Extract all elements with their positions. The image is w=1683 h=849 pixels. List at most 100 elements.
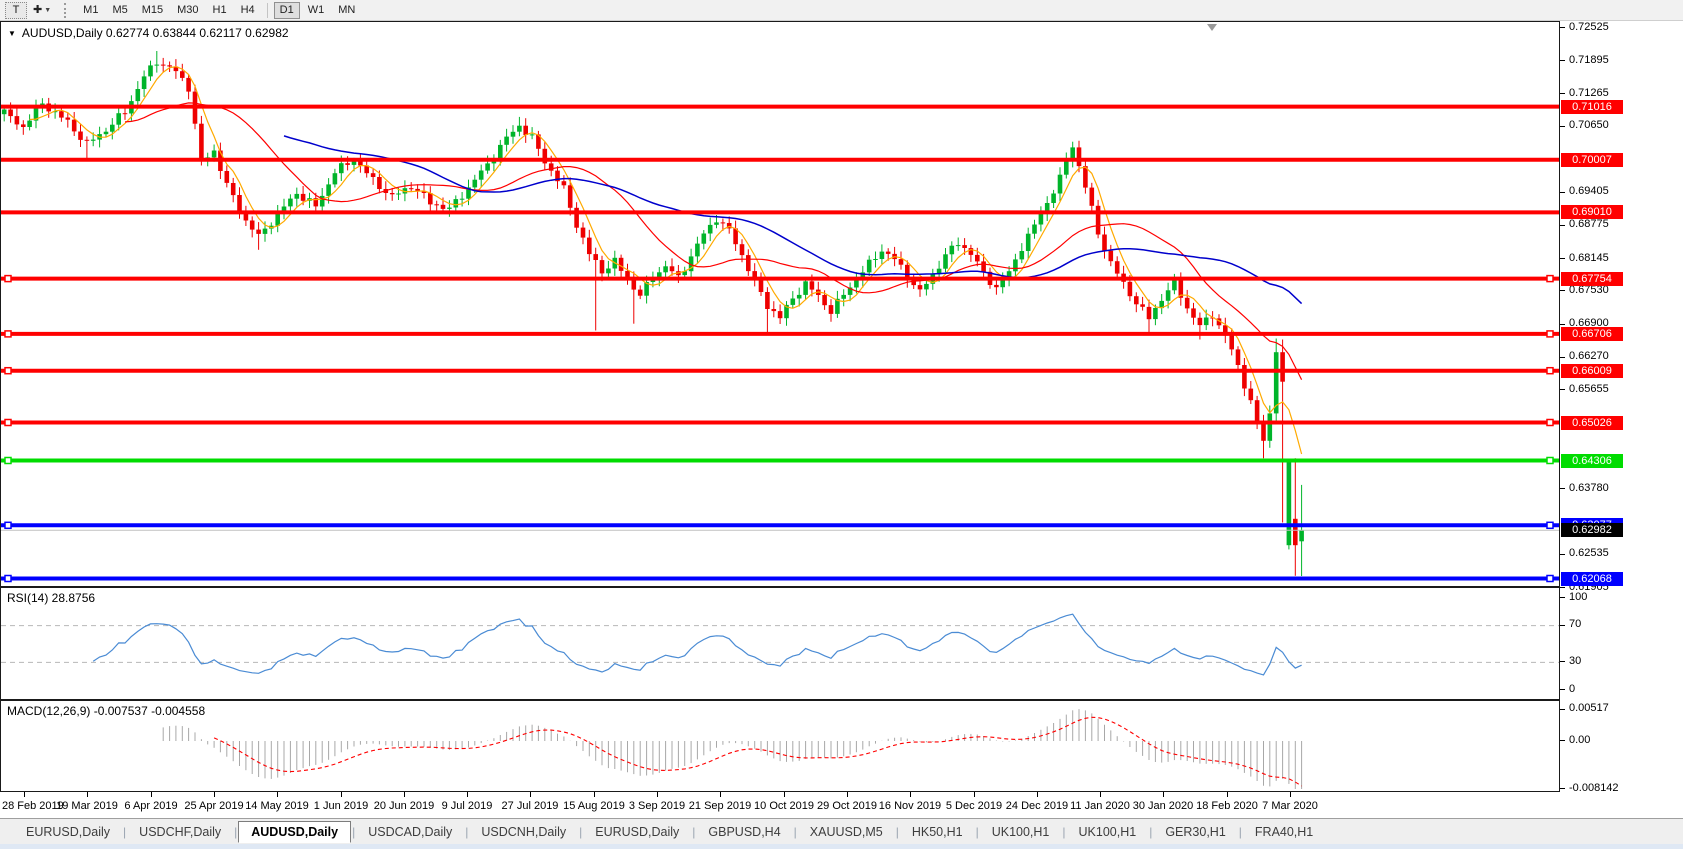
rsi-tick-label: 100	[1569, 591, 1588, 603]
date-label: 30 Jan 2020	[1132, 800, 1194, 812]
price-tick	[1560, 258, 1565, 259]
rsi-svg	[1, 613, 1559, 676]
macd-svg	[162, 709, 1303, 789]
price-tick-label: 0.71895	[1569, 54, 1609, 66]
rsi-tick	[1560, 597, 1565, 598]
date-tick	[214, 792, 215, 797]
timeframe-m5[interactable]: M5	[106, 2, 133, 19]
macd-tick-label: -0.008142	[1569, 782, 1619, 794]
date-label: 11 Jan 2020	[1070, 800, 1130, 812]
price-tick	[1560, 126, 1565, 127]
chart-tab-eurusd-daily[interactable]: EURUSD,Daily	[26, 824, 111, 839]
timeframe-m15[interactable]: M15	[136, 2, 169, 19]
rsi-tick-label: 30	[1569, 655, 1582, 667]
date-label: 9 Jul 2019	[441, 800, 493, 812]
timeframe-d1[interactable]: D1	[273, 1, 300, 19]
timeframe-w1[interactable]: W1	[302, 2, 331, 19]
level-price-label[interactable]: 0.71016	[1561, 100, 1623, 114]
date-label: 6 Apr 2019	[124, 800, 178, 812]
date-label: 15 Aug 2019	[563, 800, 625, 812]
tab-separator: |	[234, 824, 238, 839]
price-chart-plot[interactable]: ▼ AUDUSD,Daily 0.62774 0.63844 0.62117 0.…	[0, 21, 1560, 587]
chart-tab-usdcad-daily[interactable]: USDCAD,Daily	[368, 824, 453, 839]
horizontal-level-lines[interactable]	[1, 104, 1559, 583]
chart-tab-uk100-h1[interactable]: UK100,H1	[1078, 824, 1137, 839]
dropdown-arrow-icon[interactable]: ▼	[8, 29, 16, 38]
toolbar-separator	[266, 2, 268, 18]
level-price-label[interactable]: 0.67754	[1561, 272, 1623, 286]
macd-tick	[1560, 709, 1565, 710]
chart-tab-ger30-h1[interactable]: GER30,H1	[1165, 824, 1226, 839]
chart-tab-xauusd-m5[interactable]: XAUUSD,M5	[809, 824, 883, 839]
date-label: 18 Feb 2020	[1196, 800, 1258, 812]
price-tick	[1560, 488, 1565, 489]
date-tick	[404, 792, 405, 797]
macd-tick	[1560, 740, 1565, 741]
price-tick	[1560, 357, 1565, 358]
chart-tab-uk100-h1[interactable]: UK100,H1	[991, 824, 1050, 839]
date-label: 27 Jul 2019	[501, 800, 559, 812]
price-tick-label: 0.71265	[1569, 87, 1609, 99]
tab-separator: |	[975, 824, 979, 839]
rsi-tick	[1560, 625, 1565, 626]
price-tick-label: 0.68775	[1569, 218, 1609, 230]
tab-separator: |	[692, 824, 696, 839]
level-price-label[interactable]: 0.70007	[1561, 153, 1623, 167]
date-label: 21 Sep 2019	[688, 800, 752, 812]
price-tick-label: 0.69405	[1569, 185, 1609, 197]
rsi-label: RSI(14) 28.8756	[7, 591, 96, 605]
chart-title: ▼ AUDUSD,Daily 0.62774 0.63844 0.62117 0.…	[8, 26, 289, 40]
tab-separator: |	[1062, 824, 1066, 839]
date-tick	[1037, 792, 1038, 797]
date-tick	[151, 792, 152, 797]
chart-tabs: EURUSD,Daily | USDCHF,Daily | AUDUSD,Daily | U…	[0, 818, 1683, 844]
date-tick	[657, 792, 658, 797]
timeframe-buttons: M1 M5 M15 M30 H1 H4 D1 W1 MN	[77, 1, 361, 19]
date-label: 1 Jun 2019	[313, 800, 369, 812]
level-price-label[interactable]: 0.65026	[1561, 416, 1623, 430]
timeframe-m30[interactable]: M30	[171, 2, 204, 19]
toolbar: T ✚ ▼ M1 M5 M15 M30 H1 H4 D1 W1 MN	[0, 0, 1683, 21]
chart-tab-usdcnh-daily[interactable]: USDCNH,Daily	[481, 824, 567, 839]
rsi-panel-plot[interactable]: RSI(14) 28.8756	[0, 587, 1560, 700]
date-label: 20 Jun 2019	[373, 800, 435, 812]
price-tick	[1560, 192, 1565, 193]
tab-separator: |	[1149, 824, 1153, 839]
date-tick	[974, 792, 975, 797]
current-price-label: 0.62982	[1561, 523, 1623, 537]
level-price-label[interactable]: 0.62068	[1561, 572, 1623, 586]
price-tick-label: 0.62535	[1569, 547, 1609, 559]
price-tick	[1560, 60, 1565, 61]
chart-tab-eurusd-daily[interactable]: EURUSD,Daily	[595, 824, 680, 839]
chart-tab-usdchf-daily[interactable]: USDCHF,Daily	[139, 824, 222, 839]
cursor-tool-button[interactable]: ✚ ▼	[28, 2, 56, 19]
chart-tab-fra40-h1[interactable]: FRA40,H1	[1254, 824, 1314, 839]
level-price-label[interactable]: 0.64306	[1561, 454, 1623, 468]
price-axis[interactable]: 0.72525 0.71895 0.71265 0.70650 0.69405 0.687…	[1560, 21, 1683, 794]
chart-tab-gbpusd-h4[interactable]: GBPUSD,H4	[708, 824, 781, 839]
price-chart-svg	[1, 51, 1559, 583]
level-price-label[interactable]: 0.66009	[1561, 364, 1623, 378]
candles	[1, 51, 1304, 576]
macd-tick-label: 0.00	[1569, 734, 1591, 746]
timeframe-m1[interactable]: M1	[77, 2, 104, 19]
level-price-label[interactable]: 0.69010	[1561, 205, 1623, 219]
chart-tab-hk50-h1[interactable]: HK50,H1	[911, 824, 963, 839]
macd-label: MACD(12,26,9) -0.007537 -0.004558	[7, 704, 206, 718]
date-label: 19 Mar 2019	[56, 800, 118, 812]
price-tick	[1560, 324, 1565, 325]
date-axis[interactable]: 28 Feb 2019 19 Mar 2019 6 Apr 2019 25 Apr 2…	[0, 792, 1560, 818]
rsi-levels	[1, 625, 1559, 663]
timeframe-mn[interactable]: MN	[332, 2, 361, 19]
date-tick	[910, 792, 911, 797]
timeframe-h4[interactable]: H4	[235, 2, 261, 19]
macd-tick	[1560, 788, 1565, 789]
timeframe-h1[interactable]: H1	[207, 2, 233, 19]
chart-tab-audusd-daily[interactable]: AUDUSD,Daily	[238, 820, 352, 843]
text-tool-button[interactable]: T	[5, 1, 27, 19]
price-tick	[1560, 587, 1565, 588]
chart-shift-marker	[1207, 24, 1217, 31]
level-price-label[interactable]: 0.66706	[1561, 327, 1623, 341]
macd-panel-plot[interactable]: MACD(12,26,9) -0.007537 -0.004558	[0, 700, 1560, 792]
